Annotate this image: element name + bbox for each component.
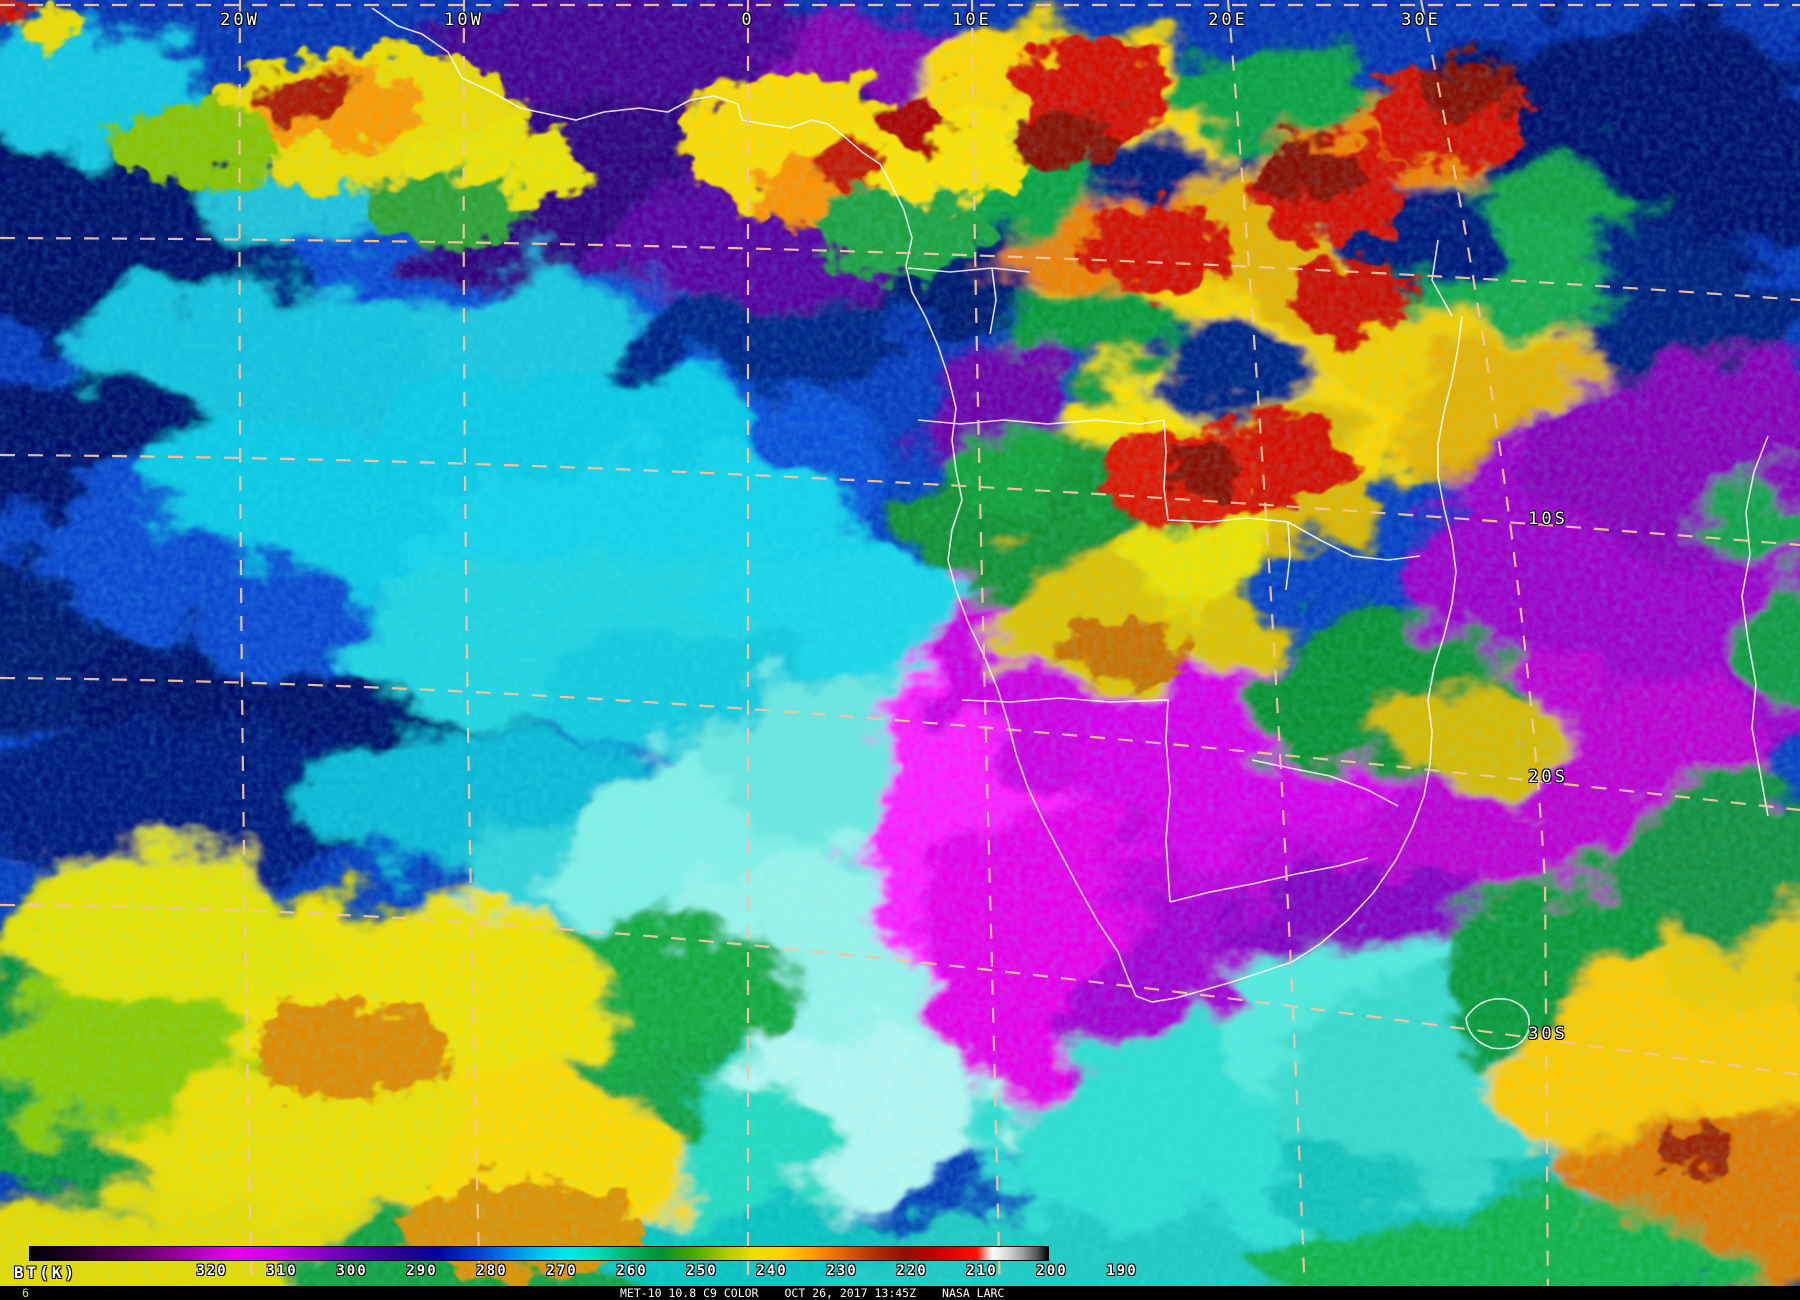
caption-credit: NASA LARC [942, 1286, 1005, 1300]
caption-timestamp: OCT 26, 2017 13:45Z [784, 1286, 917, 1300]
colorbar-gradient [29, 1246, 1049, 1261]
caption-product: MET-10 10.8 C9 COLOR [620, 1286, 759, 1300]
frame-number: 6 [22, 1286, 29, 1300]
footer-bar: 6 MET-10 10.8 C9 COLOR OCT 26, 2017 13:45… [0, 1286, 1800, 1300]
caption: MET-10 10.8 C9 COLOR OCT 26, 2017 13:45Z N… [620, 1286, 1030, 1300]
country-borders [371, 7, 1769, 1050]
colorbar-units-label: BT(K) [14, 1263, 78, 1282]
